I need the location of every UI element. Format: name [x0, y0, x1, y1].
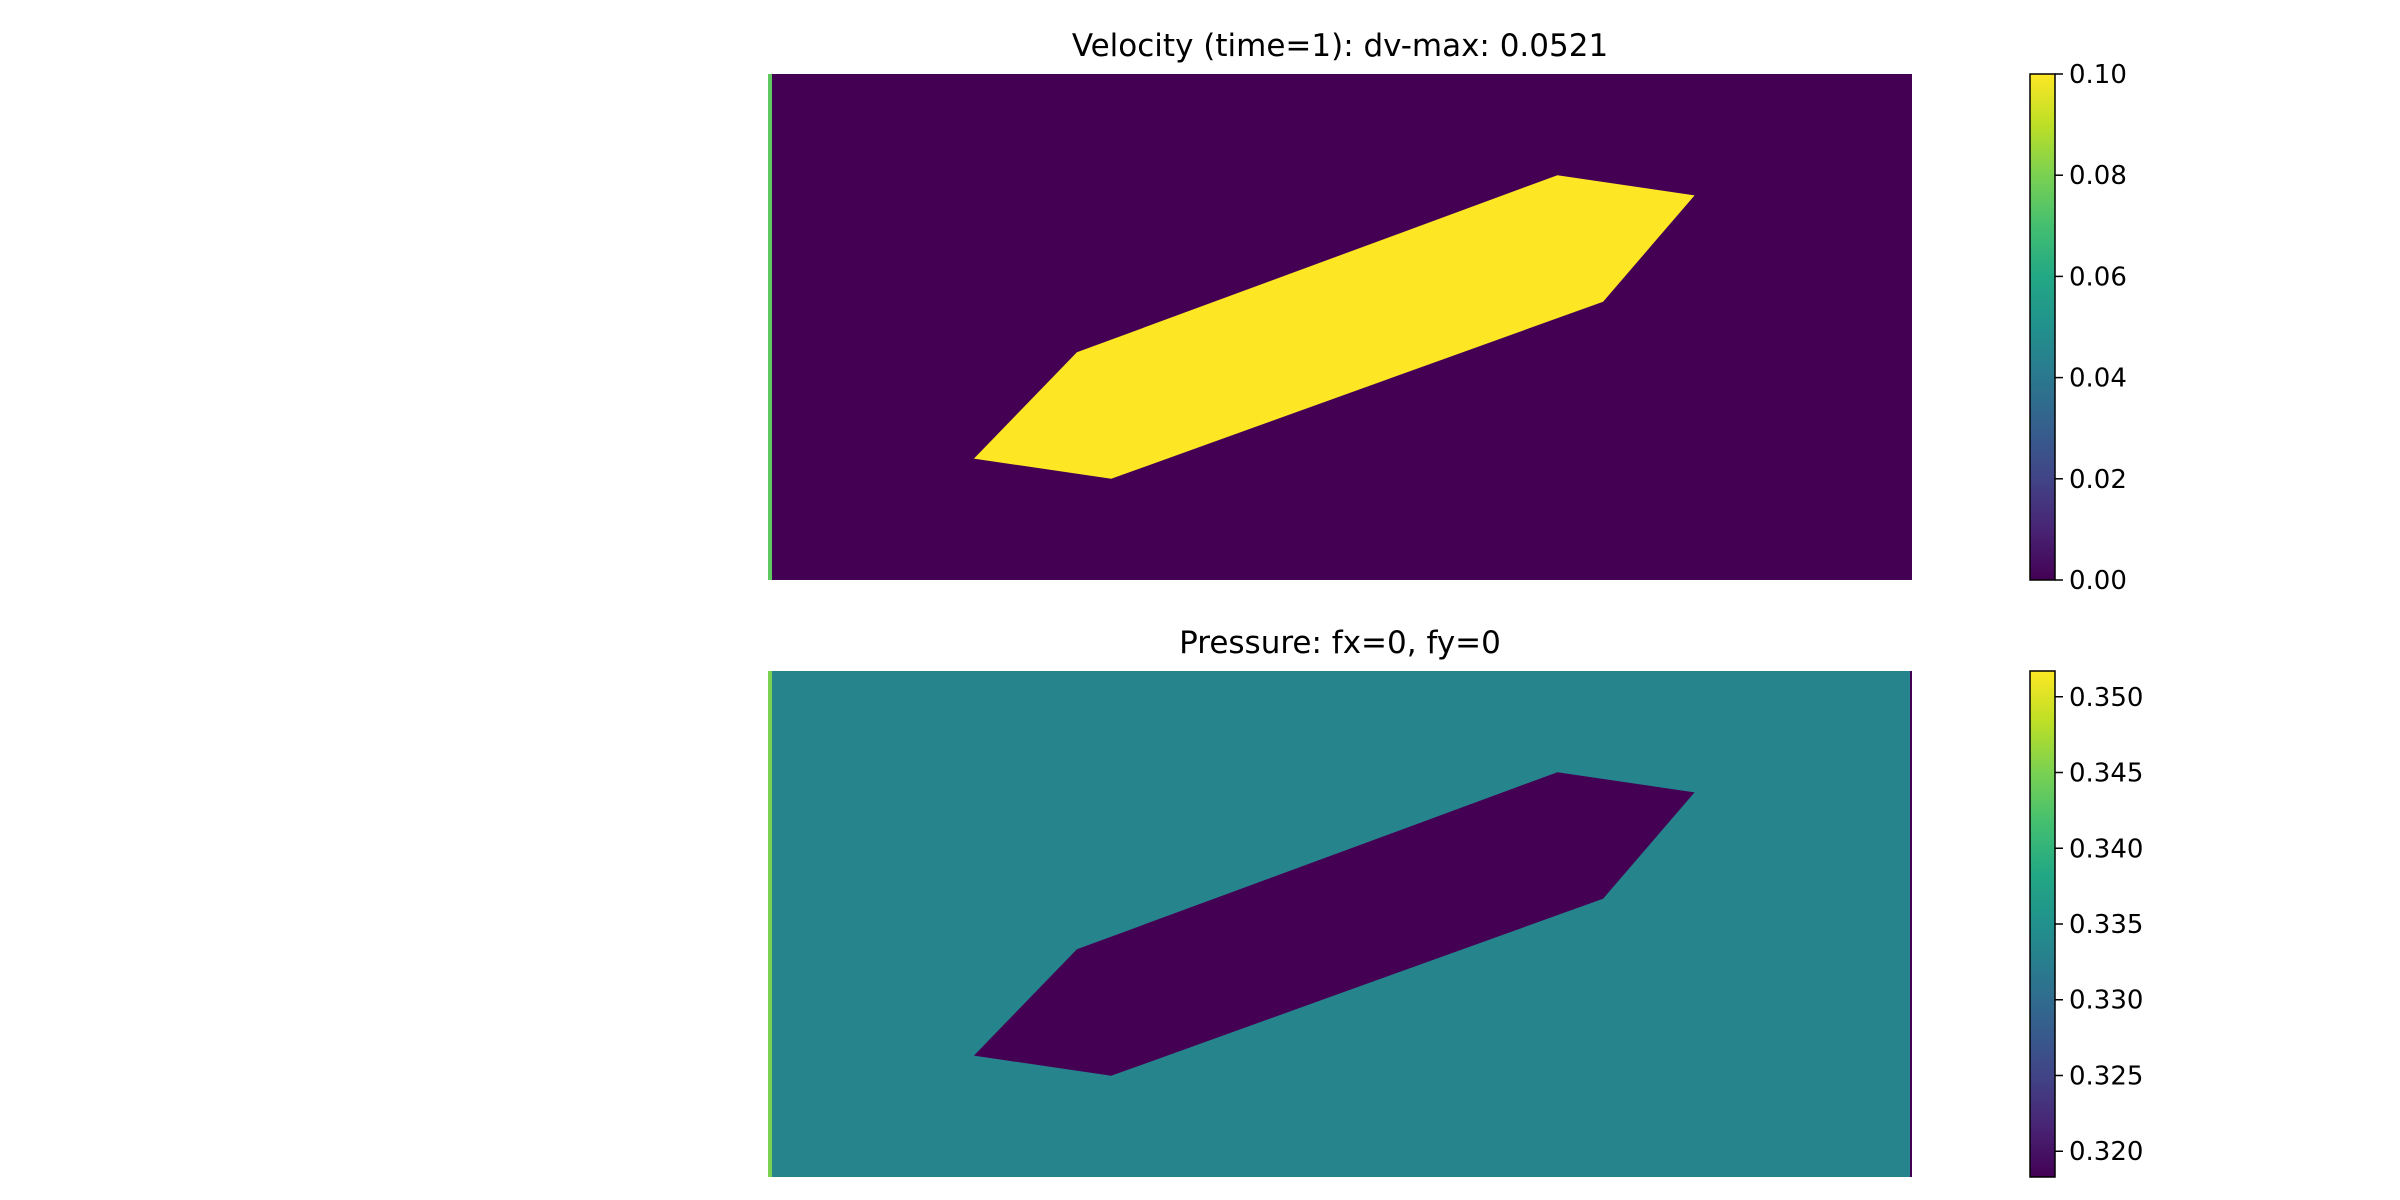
pressure-colorbar-ticks: 0.320 0.325 0.330 0.335 0.340 0.345 0.350 [2055, 683, 2143, 1167]
pressure-colorbar: 0.320 0.325 0.330 0.335 0.340 0.345 0.350 [2029, 670, 2143, 1178]
velocity-colorbar-tick-label: 0.08 [2069, 161, 2127, 191]
pressure-colorbar-tick-label: 0.340 [2069, 834, 2143, 864]
pressure-heatmap-region [973, 772, 1695, 1076]
pressure-heatmap-right-edge [1910, 671, 1912, 1177]
velocity-colorbar-tick-label: 0.10 [2069, 60, 2127, 90]
pressure-heatmap-left-edge [768, 671, 772, 1177]
velocity-colorbar-ticks: 0.00 0.02 0.04 0.06 0.08 0.10 [2055, 60, 2127, 596]
pressure-colorbar-tick-label: 0.320 [2069, 1137, 2143, 1167]
pressure-panel: Pressure: fx=0, fy=0 0.320 0.325 0.330 0.33… [768, 625, 2143, 1178]
velocity-panel: Velocity (time=1): dv-max: 0.0521 0.000.… [768, 28, 2127, 596]
velocity-heatmap-left-edge [768, 74, 772, 580]
pressure-colorbar-tick-label: 0.330 [2069, 986, 2143, 1016]
pressure-title: Pressure: fx=0, fy=0 [1179, 625, 1501, 661]
pressure-colorbar-tick-label: 0.345 [2069, 759, 2143, 789]
velocity-colorbar-tick-label: 0.04 [2069, 364, 2127, 394]
pressure-heatmap [768, 671, 1912, 1177]
velocity-heatmap [768, 74, 1912, 580]
velocity-colorbar-tick-label: 0.00 [2069, 566, 2127, 596]
velocity-heatmap-region [973, 175, 1695, 479]
velocity-colorbar: 0.00 0.02 0.04 0.06 0.08 0.10 [2029, 60, 2127, 596]
pressure-colorbar-gradient [2029, 670, 2056, 1178]
pressure-colorbar-tick-label: 0.350 [2069, 683, 2143, 713]
velocity-colorbar-tick-label: 0.06 [2069, 262, 2127, 292]
pressure-colorbar-tick-label: 0.325 [2069, 1061, 2143, 1091]
velocity-title: Velocity (time=1): dv-max: 0.0521 [1072, 28, 1608, 64]
velocity-colorbar-gradient [2029, 73, 2056, 581]
pressure-colorbar-tick-label: 0.335 [2069, 910, 2143, 940]
velocity-colorbar-tick-label: 0.02 [2069, 465, 2127, 495]
